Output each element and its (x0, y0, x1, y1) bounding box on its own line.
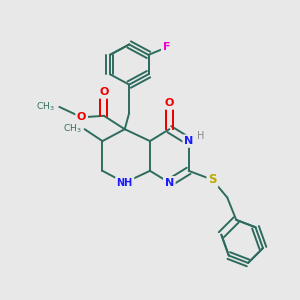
Text: O: O (77, 112, 86, 122)
Text: NH: NH (117, 178, 133, 188)
Text: H: H (197, 131, 205, 141)
Text: O: O (99, 87, 109, 97)
Text: F: F (163, 43, 170, 52)
Text: CH$_3$: CH$_3$ (63, 122, 81, 135)
Text: N: N (184, 136, 193, 146)
Text: N: N (165, 178, 174, 188)
Text: O: O (165, 98, 174, 108)
Text: S: S (208, 173, 217, 186)
Text: CH$_3$: CH$_3$ (36, 100, 55, 112)
